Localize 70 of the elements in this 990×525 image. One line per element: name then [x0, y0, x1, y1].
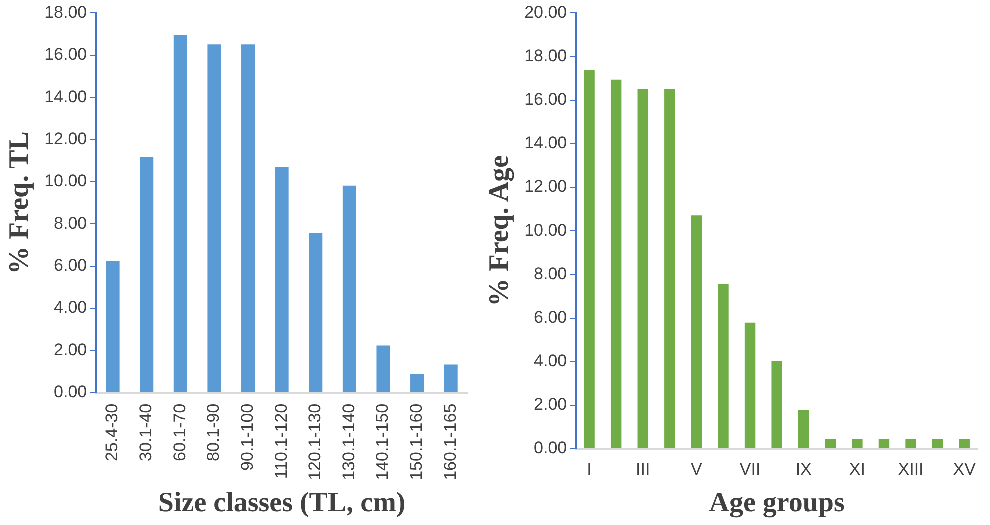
x-tick-label: XI [849, 460, 866, 479]
bar [376, 346, 390, 392]
x-tick-label: 30.1-40 [136, 404, 156, 462]
y-tick-label: 0.00 [54, 382, 88, 402]
y-tick-label: 0.00 [534, 438, 568, 458]
bar [342, 186, 356, 392]
x-tick-label: III [636, 460, 650, 479]
bar [638, 89, 648, 448]
bar [959, 439, 970, 448]
y-tick-label: 16.00 [524, 90, 568, 110]
y-tick-label: 6.00 [534, 308, 568, 327]
y-tick-label: 4.00 [54, 298, 88, 318]
x-tick-label: 110.1-120 [272, 404, 291, 480]
y-tick-label: 2.00 [54, 340, 88, 360]
y-axis-title: % Freq. TL [4, 132, 36, 274]
bar [772, 361, 782, 448]
x-tick-label: 80.1-90 [204, 404, 224, 462]
x-tick-label: IX [796, 460, 812, 479]
bar [275, 166, 289, 392]
bar [718, 284, 729, 448]
y-tick-label: 18.00 [524, 46, 568, 66]
y-tick-label: 6.00 [54, 256, 88, 275]
y-tick-label: 2.00 [534, 395, 568, 414]
x-tick-label: VII [740, 460, 761, 479]
y-tick-label: 18.00 [44, 2, 88, 22]
y-tick-label: 10.00 [524, 220, 568, 240]
bar [691, 216, 702, 448]
x-tick-label: 25.4-30 [102, 404, 122, 462]
bar [664, 89, 676, 448]
x-axis-title: Age groups [709, 487, 845, 518]
bar [878, 439, 890, 448]
y-tick-label: 12.00 [44, 129, 88, 148]
bar [932, 439, 944, 448]
y-tick-label: 4.00 [534, 352, 568, 371]
y-tick-label: 10.00 [44, 172, 88, 191]
bar [798, 410, 810, 448]
x-tick-label: V [691, 460, 704, 479]
x-tick-label: 140.1-150 [373, 404, 392, 480]
y-tick-label: 12.00 [524, 177, 568, 196]
bar [174, 36, 188, 392]
x-tick-label: 90.1-100 [238, 404, 257, 471]
bar [410, 374, 424, 392]
bar [309, 232, 323, 392]
y-tick-label: 16.00 [44, 45, 88, 64]
bar [825, 439, 836, 448]
x-tick-label: 150.1-160 [406, 404, 426, 480]
bar [140, 157, 154, 392]
bar [242, 44, 256, 392]
x-tick-label: 130.1-140 [339, 404, 358, 480]
y-tick-label: 14.00 [524, 134, 568, 153]
x-tick-label: 120.1-130 [306, 404, 325, 480]
bar [744, 322, 756, 448]
x-tick-label: 60.1-70 [170, 404, 190, 462]
x-tick-label: XIII [898, 460, 924, 479]
bar [444, 364, 458, 392]
y-tick-label: 8.00 [534, 264, 568, 284]
bar [208, 44, 222, 392]
bar [852, 439, 863, 448]
y-tick-label: 14.00 [44, 87, 88, 106]
x-axis-title: Size classes (TL, cm) [158, 487, 406, 518]
y-tick-label: 20.00 [524, 2, 568, 22]
bar [610, 80, 622, 448]
y-tick-label: 8.00 [54, 214, 88, 233]
y-axis-title: % Freq. Age [484, 156, 516, 307]
x-tick-label: XV [953, 460, 977, 479]
x-tick-label: 160.1-165 [440, 404, 460, 480]
bar [906, 439, 916, 448]
x-tick-label: I [587, 460, 592, 479]
bar [584, 70, 595, 448]
bar [106, 261, 120, 392]
